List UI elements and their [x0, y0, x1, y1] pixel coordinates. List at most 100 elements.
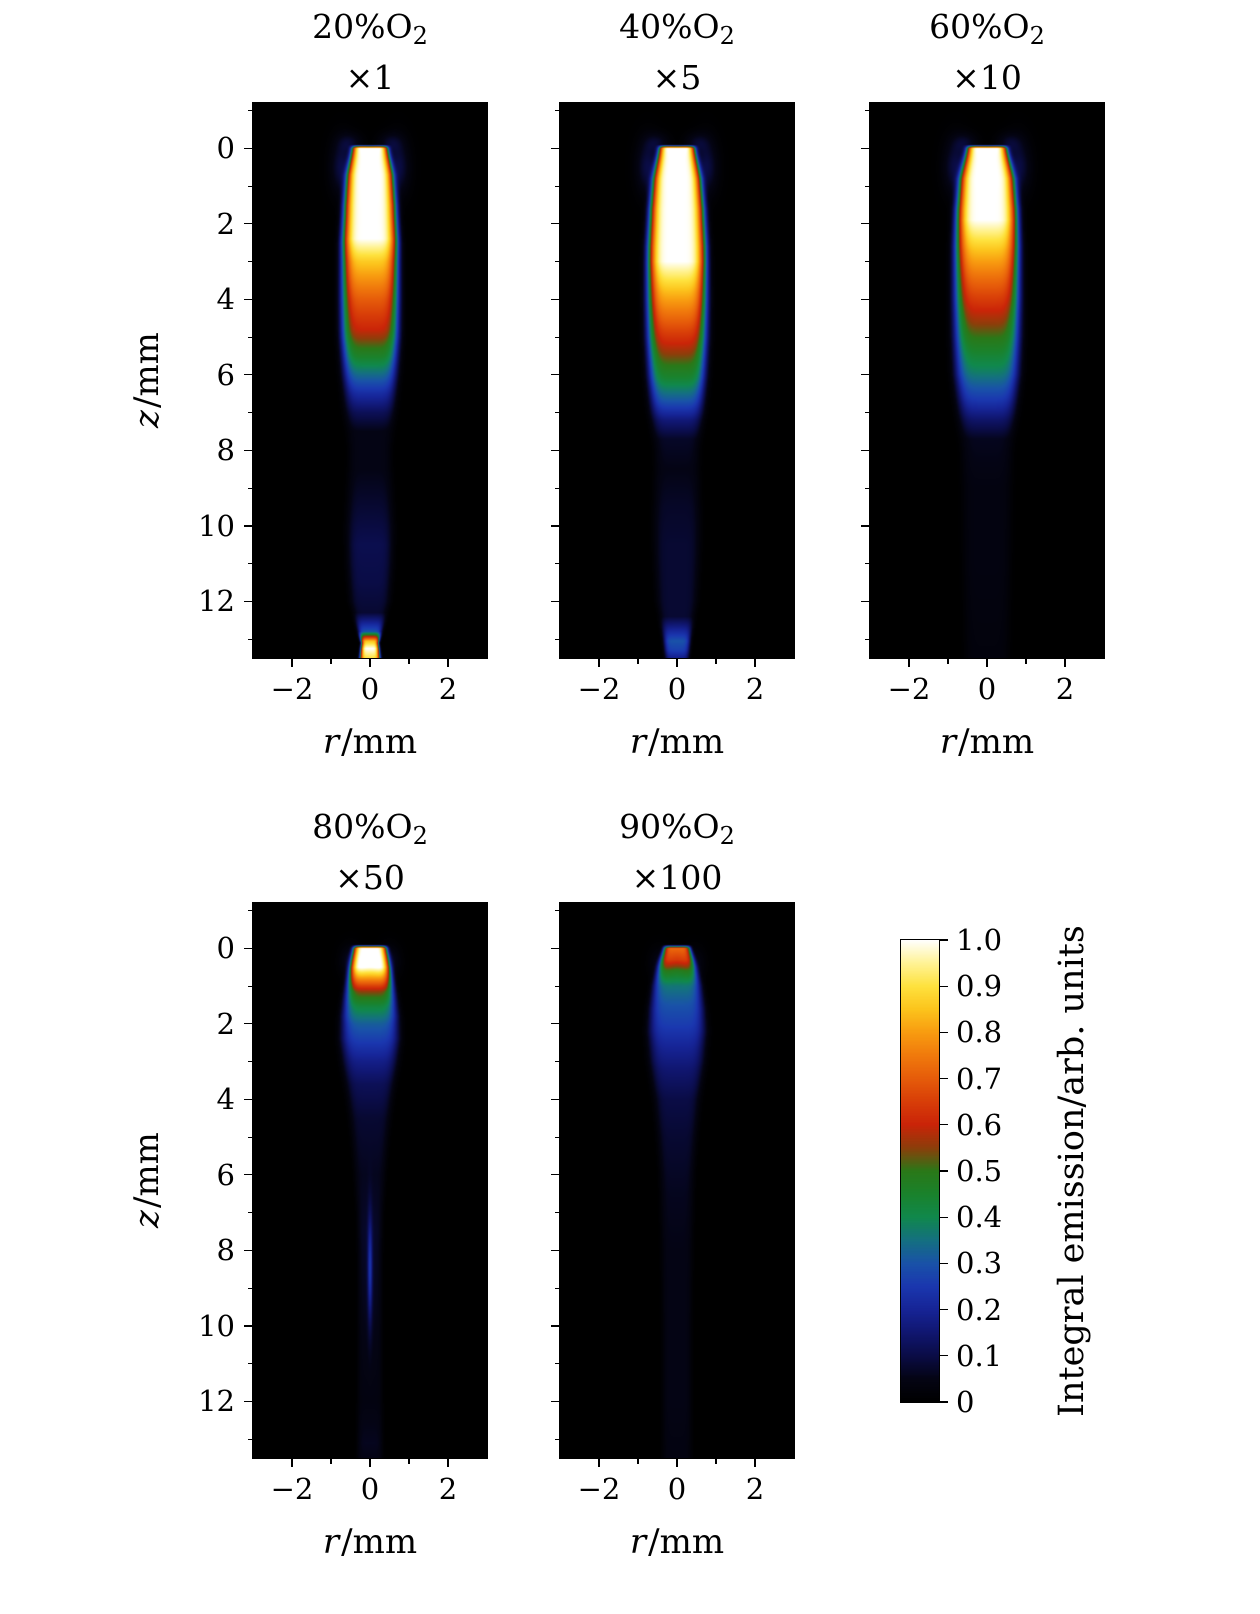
colorbar-tick-label: 0.3 [956, 1246, 1003, 1281]
y-major-tick [244, 525, 252, 527]
panel-title: 80%O2 ×50 [193, 806, 547, 898]
x-tick-label: 0 [360, 1472, 380, 1506]
y-major-tick [861, 600, 869, 603]
x-major-tick [447, 1459, 449, 1467]
x-tick-label: 0 [667, 1472, 687, 1506]
panel-title-line1: 60%O2 [810, 6, 1164, 57]
x-major-tick [754, 659, 756, 667]
x-axis-unit: /mm [648, 1522, 725, 1562]
y-major-tick [861, 374, 869, 376]
heatmap-panel-60pct-o2: 60%O2 ×10 r/mm −2 0 2 [861, 7, 1105, 762]
y-minor-tick [554, 910, 559, 912]
heatmap-canvas [560, 103, 794, 658]
y-major-tick [244, 1023, 252, 1025]
colorbar-tick [940, 1308, 948, 1311]
x-tick-label: −2 [887, 672, 931, 706]
y-axis-unit: /mm [127, 332, 167, 409]
y-minor-tick [864, 563, 869, 565]
x-major-tick [676, 1459, 678, 1467]
colorbar-tick [940, 985, 948, 987]
heatmap-panel-20pct-o2: 20%O2 ×1 r/mm −2 0 2 0 2 4 6 8 10 12 [198, 7, 488, 762]
x-axis-label: r/mm [840, 721, 1134, 763]
colorbar-tick-label: 0.4 [956, 1200, 1003, 1235]
y-tick-label: 4 [216, 282, 235, 317]
x-axis-label: r/mm [530, 721, 824, 763]
y-minor-tick [247, 985, 252, 987]
y-minor-tick [247, 910, 252, 912]
y-minor-tick [554, 1136, 559, 1138]
panel-title-scale: ×50 [335, 858, 405, 897]
x-major-tick [291, 1459, 293, 1467]
y-major-tick [244, 947, 252, 949]
y-minor-tick [554, 487, 559, 489]
colorbar-tick-label: 1.0 [956, 923, 1003, 957]
y-minor-tick [247, 185, 252, 187]
x-tick-label: 2 [745, 1472, 765, 1506]
y-minor-tick [247, 1212, 252, 1214]
panel-title: 60%O2 ×10 [810, 6, 1164, 98]
colorbar-tick [940, 1031, 948, 1034]
y-minor-tick [554, 110, 559, 112]
title-o2-text: 20%O [312, 7, 413, 46]
y-minor-tick [247, 1287, 252, 1289]
y-minor-tick [554, 985, 559, 987]
y-major-tick [244, 1325, 252, 1327]
heatmap-panel-40pct-o2: 40%O2 ×5 r/mm −2 0 2 [551, 7, 795, 762]
x-tick-label: 0 [360, 672, 380, 706]
x-minor-tick [947, 659, 949, 664]
y-minor-tick [554, 1287, 559, 1289]
y-minor-tick [554, 563, 559, 565]
x-minor-tick [330, 1459, 332, 1464]
colorbar-tick-label: 0.5 [956, 1154, 1003, 1188]
x-minor-tick [330, 659, 332, 664]
title-o2-text: 90%O [619, 807, 720, 846]
y-minor-tick [554, 1438, 559, 1440]
colorbar-tick [940, 1401, 948, 1403]
colorbar-tick-label: 0.9 [956, 969, 1003, 1004]
y-tick-label: 6 [216, 357, 235, 392]
heatmap-canvas [253, 103, 487, 658]
title-o2-subscript: 2 [719, 22, 735, 50]
title-o2-text: 40%O [619, 7, 720, 46]
colorbar-tick-label: 0.8 [956, 1015, 1003, 1050]
y-major-tick [244, 223, 252, 225]
title-o2-text: 80%O [312, 807, 413, 846]
y-minor-tick [247, 412, 252, 414]
y-tick-label: 6 [216, 1157, 235, 1192]
title-o2-subscript: 2 [1029, 22, 1045, 50]
y-major-tick [551, 600, 559, 603]
y-minor-tick [554, 336, 559, 338]
y-major-tick [551, 374, 559, 376]
y-minor-tick [864, 487, 869, 489]
x-tick-label: −2 [577, 1472, 621, 1506]
y-minor-tick [554, 185, 559, 187]
y-tick-label: 10 [198, 508, 235, 543]
x-tick-label: 2 [1055, 672, 1075, 706]
panel-title: 90%O2 ×100 [500, 806, 854, 898]
y-tick-label: 2 [216, 1006, 235, 1041]
panel-title: 40%O2 ×5 [500, 6, 854, 98]
y-axis-variable: z [127, 1210, 167, 1228]
x-axis-unit: /mm [341, 1522, 418, 1562]
y-minor-tick [864, 261, 869, 263]
y-minor-tick [247, 1061, 252, 1063]
y-minor-tick [554, 1061, 559, 1063]
x-axis-variable: r [629, 1522, 647, 1562]
y-major-tick [551, 1174, 559, 1176]
colorbar-tick [940, 1124, 948, 1126]
y-major-tick [244, 1249, 252, 1251]
colorbar: 1.0 0.9 0.8 0.7 0.6 0.5 0.4 0.3 0.2 0.1 0 [900, 925, 1002, 1417]
y-major-tick [551, 1098, 559, 1100]
x-major-tick [986, 659, 988, 667]
y-tick-label: 8 [216, 433, 235, 468]
panel-title-line1: 20%O2 [193, 6, 547, 57]
y-major-tick [551, 449, 559, 451]
y-tick-label: 12 [198, 584, 235, 619]
y-axis-label-top-row: z/mm [126, 300, 168, 460]
x-major-tick [447, 659, 449, 667]
x-major-tick [598, 1459, 600, 1467]
x-axis-unit: /mm [958, 722, 1035, 762]
x-tick-label: −2 [270, 672, 314, 706]
x-major-tick [754, 1459, 756, 1467]
x-axis-unit: /mm [341, 722, 418, 762]
